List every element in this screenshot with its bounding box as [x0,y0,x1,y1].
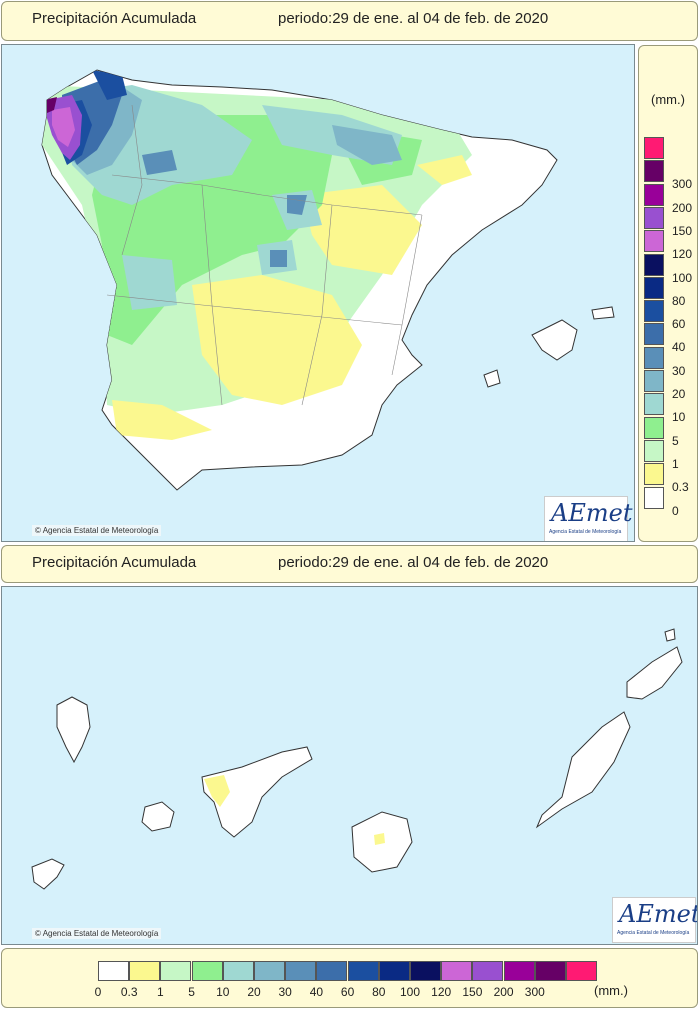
legend-label-h: 20 [247,985,261,999]
legend-label-h: 60 [340,985,355,999]
legend-label: 10 [672,410,686,425]
legend-label-h: 150 [462,985,483,999]
canary-map-period: periodo:29 de ene. al 04 de feb. de 2020 [278,554,549,571]
legend-label-h: 30 [278,985,292,999]
la-gomera [141,801,175,832]
legend-label: 150 [672,223,693,238]
canary-copyright: © Agencia Estatal de Meteorología [32,928,162,939]
legend-swatch [644,300,664,323]
legend-label: 5 [672,433,679,448]
legend-swatch-h [285,961,317,981]
legend-label-h: 40 [309,985,324,999]
legend-label: 200 [672,200,693,215]
legend-swatch-h [378,961,410,981]
top-copyright: © Agencia Estatal de Meteorología [32,525,162,536]
la-palma [56,696,91,764]
legend-swatch-h [222,961,254,981]
legend-label: 100 [672,270,693,285]
legend-swatch-h [410,961,441,981]
legend-label-h: 0 [94,985,102,999]
lanzarote [626,646,683,700]
legend-swatch [644,346,664,369]
top-map-title: Precipitación Acumulada [32,10,197,27]
legend-label-h: 80 [372,985,386,999]
legend-label-h: 0.3 [120,985,138,999]
legend-swatch-h [534,961,566,981]
legend-label-h: 120 [431,985,452,999]
legend-label: 0.3 [672,480,689,495]
legend-unit: (mm.) [651,92,685,107]
legend-label: 20 [672,387,686,401]
legend-swatch [644,230,664,253]
legend-swatch-h [98,961,129,981]
legend-swatch [644,463,664,486]
el-hierro [31,858,65,890]
legend-swatch [644,137,664,159]
legend-label: 60 [672,317,686,332]
legend-unit-h: (mm.) [594,983,628,998]
tenerife [201,746,313,838]
legend-swatch [644,439,664,462]
legend-swatch-h [347,961,379,981]
legend-swatch-h [160,961,192,981]
legend-label-h: 5 [188,985,195,999]
legend-swatch [644,416,664,439]
vertical-legend: (mm.) 300 200 150 120 100 80 60 40 30 20 10 5 1 0.3 0 [638,45,698,542]
legend-label: 80 [672,293,686,308]
la-graciosa [664,628,676,642]
legend-label-h: 1 [157,985,164,999]
legend-swatch-h [316,961,348,981]
legend-swatch-h [472,961,504,981]
mallorca [531,319,578,361]
legend-swatch-h [191,961,223,981]
canary-map: © Agencia Estatal de Meteorología AEmet … [1,586,698,945]
menorca [591,306,615,320]
peninsula-map-svg [41,69,615,491]
legend-swatch [644,160,664,183]
legend-label: 120 [672,247,693,262]
legend-swatch [644,323,664,346]
legend-swatch-h [441,961,473,981]
top-map-period: periodo:29 de ene. al 04 de feb. de 2020 [278,10,549,27]
ibiza [483,369,501,388]
legend-swatch-h [129,961,161,981]
legend-swatch [644,370,664,392]
legend-label: 1 [672,456,679,471]
legend-label: 40 [672,340,686,355]
legend-swatch [644,393,664,416]
legend-swatch-h [254,961,285,981]
legend-label: 0 [672,503,679,518]
canary-map-title: Precipitación Acumulada [32,554,197,571]
legend-swatch-h [566,961,597,981]
canary-aemet-logo: AEmet Agencia Estatal de Meteorología [612,897,697,943]
legend-label: 300 [672,177,693,192]
copyright-symbol-icon: © [35,526,41,535]
top-title-bar: Precipitación Acumulada periodo:29 de en… [1,1,698,41]
legend-swatch [644,486,664,509]
legend-swatch [644,276,664,299]
legend-label-h: 300 [524,985,545,999]
fuerteventura [535,711,631,829]
legend-label: 30 [672,363,686,378]
horizontal-legend: 0 0.3 1 5 10 20 30 40 60 80 100 120 150 200 300 (mm.) [1,948,698,1008]
copyright-symbol-icon: © [35,929,41,938]
legend-swatch [644,206,664,229]
legend-swatch [644,253,664,276]
legend-label-h: 200 [493,985,514,999]
canary-title-bar: Precipitación Acumulada periodo:29 de en… [1,545,698,583]
canary-map-svg [31,628,683,890]
legend-label-h: 10 [216,985,230,999]
legend-label-h: 100 [399,985,421,999]
legend-swatch-h [503,961,535,981]
legend-swatch [644,183,664,206]
peninsula-map: © Agencia Estatal de Meteorología AEmet … [1,44,635,542]
top-aemet-logo: AEmet Agencia Estatal de Meteorología [544,496,632,541]
